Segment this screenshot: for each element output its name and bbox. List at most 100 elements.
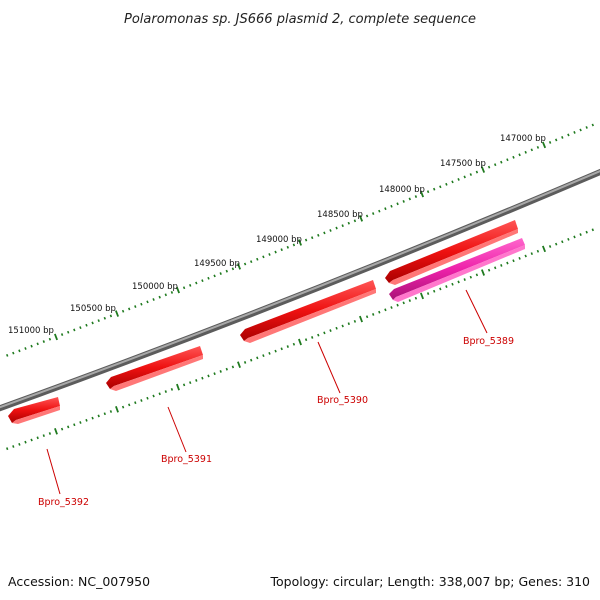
minor-tick — [469, 275, 472, 279]
minor-tick — [274, 349, 277, 353]
minor-tick — [512, 155, 515, 159]
minor-tick — [146, 300, 149, 304]
minor-tick — [365, 214, 369, 218]
minor-tick — [219, 370, 222, 373]
bp-label-147000: 147000 bp — [500, 134, 546, 144]
minor-tick — [408, 197, 411, 201]
minor-tick — [390, 306, 393, 309]
minor-tick — [24, 347, 27, 350]
map-title: Polaromonas sp. JS666 plasmid 2, complet… — [124, 12, 476, 27]
minor-tick — [42, 340, 45, 343]
minor-tick — [506, 261, 509, 265]
minor-tick — [36, 436, 39, 440]
minor-tick — [109, 410, 113, 413]
minor-tick — [128, 307, 131, 311]
minor-tick — [91, 416, 94, 420]
minor-tick — [152, 394, 155, 398]
minor-tick — [365, 315, 369, 319]
minor-tick — [561, 136, 564, 139]
minor-tick — [225, 367, 228, 371]
minor-tick — [414, 195, 418, 198]
minor-tick — [335, 226, 338, 230]
major-tick — [176, 286, 180, 294]
minor-tick — [494, 266, 497, 270]
gene-label-bpro-5391: Bpro_5391 — [161, 454, 212, 465]
minor-tick — [530, 148, 533, 152]
bp-label-148500: 148500 bp — [317, 210, 363, 220]
gene-bpro-5390[interactable] — [240, 280, 376, 343]
minor-tick — [60, 333, 64, 336]
outer-coordinate-track — [6, 123, 594, 357]
minor-tick — [451, 180, 454, 184]
gene-unlabeled-red[interactable] — [385, 220, 518, 285]
minor-tick — [317, 333, 320, 337]
minor-tick — [500, 160, 503, 164]
minor-tick — [548, 141, 552, 144]
minor-tick — [268, 351, 271, 355]
minor-tick — [530, 252, 533, 256]
minor-tick — [396, 303, 399, 307]
major-tick — [542, 245, 546, 253]
gene-bpro-5392[interactable] — [8, 397, 60, 424]
minor-tick — [433, 187, 436, 191]
minor-tick — [585, 230, 588, 234]
minor-tick — [48, 337, 52, 341]
minor-tick — [12, 351, 15, 355]
minor-tick — [121, 309, 125, 313]
gene-label-bpro-5392: Bpro_5392 — [38, 497, 89, 508]
minor-tick — [97, 319, 100, 323]
minor-tick — [170, 291, 174, 294]
minor-tick — [182, 286, 186, 290]
minor-tick — [250, 358, 253, 362]
minor-tick — [487, 268, 491, 272]
minor-tick — [414, 296, 418, 300]
minor-tick — [189, 283, 192, 287]
minor-tick — [243, 361, 247, 364]
minor-tick — [426, 292, 430, 295]
minor-tick — [555, 242, 558, 246]
minor-tick — [79, 326, 82, 330]
minor-tick — [18, 442, 21, 446]
minor-tick — [280, 347, 283, 351]
minor-tick — [207, 276, 210, 280]
minor-tick — [555, 138, 558, 142]
minor-tick — [396, 202, 399, 206]
minor-tick — [451, 282, 454, 286]
minor-tick — [304, 238, 308, 242]
gene-bpro-5389[interactable] — [389, 238, 525, 302]
minor-tick — [140, 399, 143, 402]
minor-tick — [231, 267, 235, 271]
minor-tick — [158, 295, 161, 299]
minor-tick — [524, 150, 527, 154]
major-tick — [541, 141, 547, 149]
minor-tick — [213, 372, 216, 376]
gene-bpro-5391[interactable] — [106, 346, 203, 391]
bp-label-149500: 149500 bp — [194, 259, 240, 269]
minor-tick — [311, 236, 314, 240]
backbone-circle — [0, 168, 600, 412]
minor-tick — [402, 200, 405, 203]
minor-tick — [231, 365, 235, 369]
minor-tick — [347, 322, 350, 326]
minor-tick — [262, 354, 265, 358]
minor-tick — [6, 353, 9, 357]
minor-tick — [182, 383, 186, 387]
major-tick — [54, 427, 58, 435]
minor-tick — [6, 447, 9, 451]
minor-tick — [109, 314, 113, 318]
minor-tick — [170, 387, 174, 391]
major-tick — [481, 269, 485, 276]
major-tick — [420, 292, 424, 300]
minor-tick — [292, 342, 296, 346]
minor-tick — [378, 209, 381, 213]
minor-tick — [573, 131, 576, 134]
minor-tick — [457, 280, 460, 284]
minor-tick — [286, 345, 289, 348]
bp-label-147500: 147500 bp — [440, 159, 486, 169]
minor-tick — [67, 330, 70, 334]
minor-tick — [292, 243, 296, 247]
minor-tick — [390, 204, 393, 208]
minor-tick — [567, 133, 570, 137]
minor-tick — [73, 423, 76, 427]
major-tick — [115, 310, 119, 317]
